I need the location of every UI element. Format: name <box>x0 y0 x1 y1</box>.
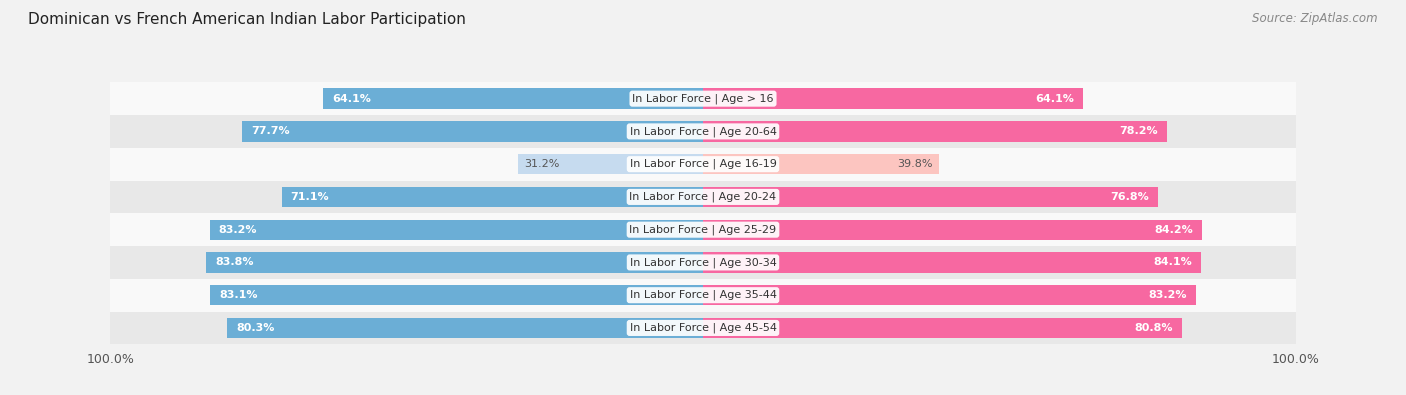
Text: Dominican vs French American Indian Labor Participation: Dominican vs French American Indian Labo… <box>28 12 465 27</box>
Text: In Labor Force | Age 16-19: In Labor Force | Age 16-19 <box>630 159 776 169</box>
Text: 31.2%: 31.2% <box>524 159 560 169</box>
Bar <box>211 285 703 305</box>
Text: 84.2%: 84.2% <box>1154 225 1194 235</box>
Text: 64.1%: 64.1% <box>1035 94 1074 103</box>
Text: In Labor Force | Age 20-24: In Labor Force | Age 20-24 <box>630 192 776 202</box>
Text: 83.2%: 83.2% <box>1149 290 1187 300</box>
Text: 76.8%: 76.8% <box>1111 192 1149 202</box>
Bar <box>226 318 703 338</box>
Bar <box>703 121 1167 141</box>
Text: 83.8%: 83.8% <box>215 258 253 267</box>
Text: In Labor Force | Age > 16: In Labor Force | Age > 16 <box>633 93 773 104</box>
Bar <box>703 318 1182 338</box>
Bar <box>110 115 1296 148</box>
Bar <box>110 246 1296 279</box>
Text: 64.1%: 64.1% <box>332 94 371 103</box>
Bar <box>110 213 1296 246</box>
Legend: Dominican, French American Indian: Dominican, French American Indian <box>560 393 846 395</box>
Text: In Labor Force | Age 25-29: In Labor Force | Age 25-29 <box>630 224 776 235</box>
Bar <box>110 312 1296 344</box>
Bar <box>110 148 1296 181</box>
Bar <box>703 187 1159 207</box>
Text: 71.1%: 71.1% <box>291 192 329 202</box>
Bar <box>703 285 1197 305</box>
Bar <box>323 88 703 109</box>
Bar <box>517 154 703 174</box>
Text: In Labor Force | Age 20-64: In Labor Force | Age 20-64 <box>630 126 776 137</box>
Bar <box>207 252 703 273</box>
Bar <box>209 220 703 240</box>
Text: 84.1%: 84.1% <box>1154 258 1192 267</box>
Text: In Labor Force | Age 30-34: In Labor Force | Age 30-34 <box>630 257 776 268</box>
Bar <box>110 279 1296 312</box>
Bar <box>703 252 1202 273</box>
Bar <box>281 187 703 207</box>
Text: 83.2%: 83.2% <box>219 225 257 235</box>
Bar <box>110 181 1296 213</box>
Bar <box>703 88 1083 109</box>
Bar <box>703 220 1202 240</box>
Bar <box>703 154 939 174</box>
Text: 39.8%: 39.8% <box>897 159 934 169</box>
Text: In Labor Force | Age 35-44: In Labor Force | Age 35-44 <box>630 290 776 301</box>
Bar <box>242 121 703 141</box>
Text: 80.3%: 80.3% <box>236 323 274 333</box>
Text: 80.8%: 80.8% <box>1135 323 1173 333</box>
Bar <box>110 82 1296 115</box>
Text: In Labor Force | Age 45-54: In Labor Force | Age 45-54 <box>630 323 776 333</box>
Text: 78.2%: 78.2% <box>1119 126 1157 136</box>
Text: 77.7%: 77.7% <box>252 126 290 136</box>
Text: Source: ZipAtlas.com: Source: ZipAtlas.com <box>1253 12 1378 25</box>
Text: 83.1%: 83.1% <box>219 290 257 300</box>
